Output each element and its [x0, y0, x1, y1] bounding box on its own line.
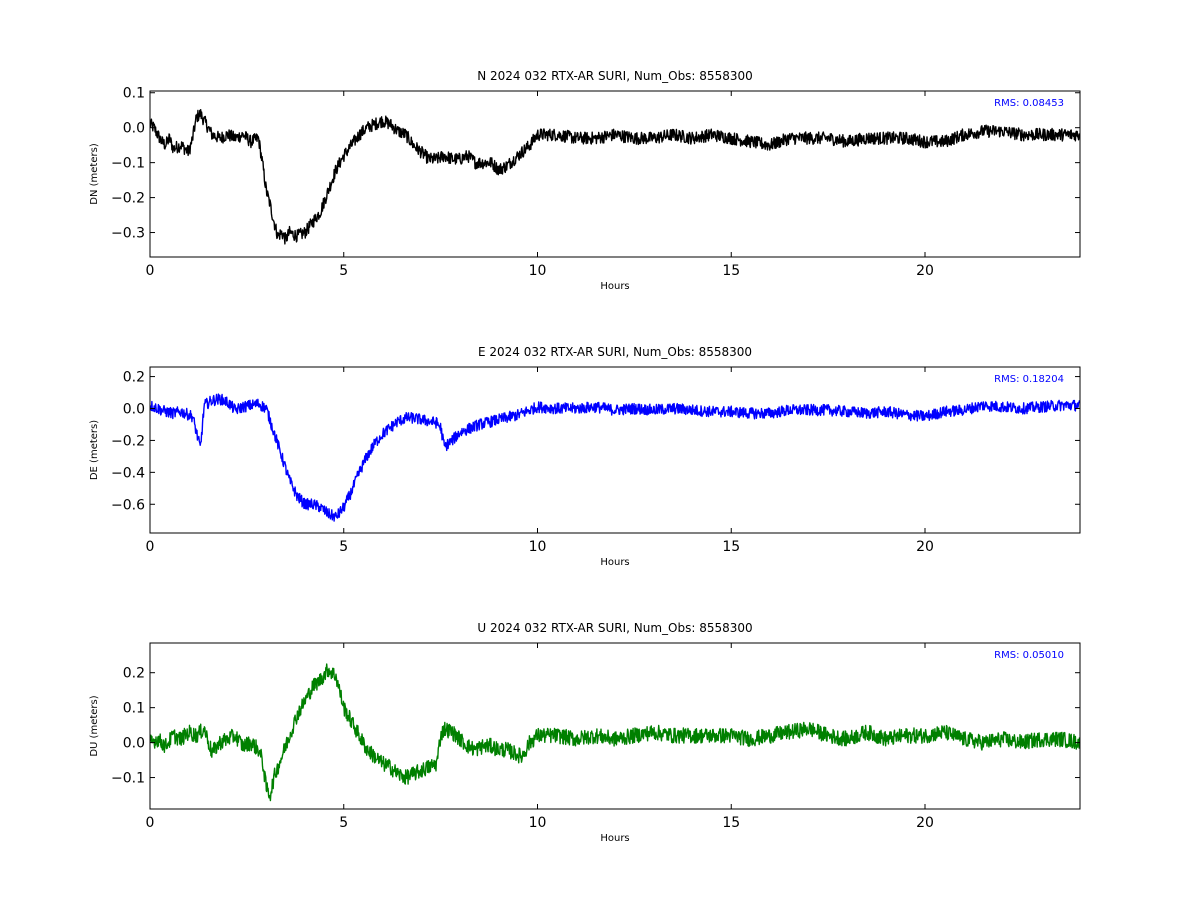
y-tick-label: 0.2	[123, 370, 145, 386]
y-tick-label: 0.0	[123, 736, 145, 752]
series-line-du	[150, 663, 1080, 802]
x-tick-label: 10	[529, 263, 547, 279]
x-tick-label: 15	[722, 263, 740, 279]
chart-title: U 2024 032 RTX-AR SURI, Num_Obs: 8558300	[477, 621, 752, 635]
y-tick-label: 0.0	[123, 121, 145, 137]
x-tick-label: 0	[146, 263, 155, 279]
y-axis-label: DU (meters)	[89, 695, 100, 756]
x-tick-label: 20	[916, 539, 934, 555]
x-tick-label: 20	[916, 815, 934, 831]
x-tick-label: 0	[146, 539, 155, 555]
x-tick-label: 15	[722, 815, 740, 831]
y-tick-label: 0.1	[123, 701, 145, 717]
panel-du: 0 5 10 15 20 −0.1 0.0 0.1 0.2 U 2024 032 RTX-AR S…	[89, 621, 1081, 844]
y-tick-label: 0.0	[123, 402, 145, 418]
x-tick-label: 5	[339, 539, 348, 555]
x-axis-label: Hours	[600, 281, 629, 292]
panel-dn: 0 5 10 15 20 −0.3 −0.2 −0.1 0.0 0.1 N 2024 032 RTX…	[89, 69, 1081, 292]
y-tick-label: −0.2	[111, 433, 145, 449]
y-tick-label: 0.2	[123, 666, 145, 682]
chart-title: E 2024 032 RTX-AR SURI, Num_Obs: 8558300	[478, 345, 752, 359]
axes-frame	[149, 366, 1081, 534]
y-tick-label: −0.6	[111, 497, 145, 513]
x-tick-label: 5	[339, 263, 348, 279]
x-axis-label: Hours	[600, 833, 629, 844]
y-tick-label: −0.1	[111, 156, 145, 172]
x-tick-label: 10	[529, 539, 547, 555]
axes-frame	[149, 642, 1081, 810]
x-tick-label: 10	[529, 815, 547, 831]
series-line-de	[150, 393, 1080, 522]
y-tick-label: −0.2	[111, 191, 145, 207]
rms-annotation: RMS: 0.18204	[994, 374, 1064, 385]
series-line-dn	[150, 108, 1080, 245]
axes-frame	[149, 90, 1081, 258]
y-tick-label: −0.4	[111, 465, 145, 481]
x-tick-label: 5	[339, 815, 348, 831]
y-axis-label: DN (meters)	[89, 143, 100, 205]
x-tick-label: 0	[146, 815, 155, 831]
y-tick-label: 0.1	[123, 86, 145, 102]
x-tick-label: 15	[722, 539, 740, 555]
x-axis-label: Hours	[600, 557, 629, 568]
y-tick-label: −0.1	[111, 771, 145, 787]
panel-de: 0 5 10 15 20 −0.6 −0.4 −0.2 0.0 0.2 E 2024 032 RTX…	[89, 345, 1081, 568]
y-tick-label: −0.3	[111, 226, 145, 242]
rms-annotation: RMS: 0.08453	[994, 98, 1064, 109]
chart-title: N 2024 032 RTX-AR SURI, Num_Obs: 8558300	[477, 69, 753, 83]
y-axis-label: DE (meters)	[89, 420, 100, 480]
x-tick-label: 20	[916, 263, 934, 279]
rms-annotation: RMS: 0.05010	[994, 650, 1064, 661]
